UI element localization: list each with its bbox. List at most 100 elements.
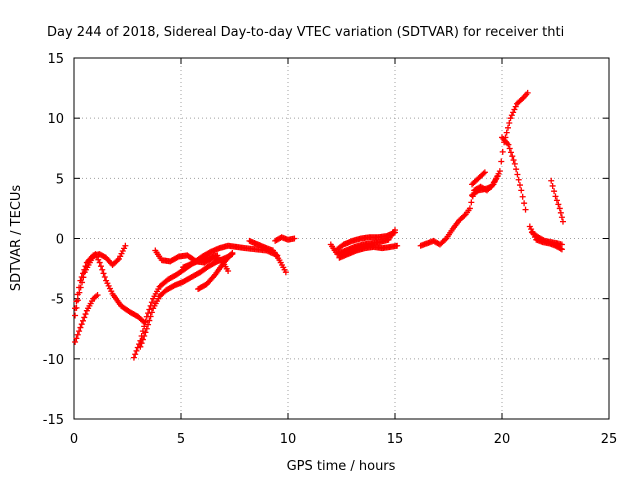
data-point: [555, 201, 562, 208]
data-point: [553, 197, 560, 204]
data-point: [77, 324, 84, 331]
data-point: [96, 259, 103, 266]
x-tick-label: 25: [601, 432, 618, 447]
data-point: [549, 182, 556, 189]
data-point: [80, 274, 87, 281]
data-point: [511, 106, 518, 113]
x-tick-label: 0: [70, 432, 78, 447]
data-point: [74, 331, 81, 338]
data-point: [78, 321, 85, 328]
data-point: [512, 103, 519, 110]
series-track-20: [548, 177, 566, 225]
data-point: [148, 309, 155, 316]
x-tick-label: 20: [494, 432, 511, 447]
data-point: [145, 321, 152, 328]
y-tick-label: 5: [56, 172, 64, 187]
data-point: [97, 263, 104, 270]
data-point: [494, 172, 501, 179]
x-tick-label: 15: [387, 432, 404, 447]
series-track-16: [469, 169, 488, 188]
data-point: [524, 89, 531, 96]
data-point: [94, 292, 101, 299]
data-point: [496, 168, 503, 175]
data-point: [519, 193, 526, 200]
data-point: [559, 218, 566, 225]
data-point: [392, 229, 398, 236]
data-point: [73, 335, 80, 342]
series-track-13: [334, 229, 398, 253]
data-point: [122, 242, 129, 249]
data-point: [551, 188, 558, 195]
series-track-10: [272, 234, 298, 244]
series-track-8: [195, 249, 236, 293]
data-point: [515, 176, 522, 183]
series-track-2: [72, 251, 148, 326]
data-points: [72, 89, 566, 361]
data-point: [225, 267, 232, 274]
data-point: [506, 145, 513, 152]
y-axis-label: SDTVAR / TECUs: [9, 185, 24, 292]
data-point: [558, 214, 565, 221]
y-tick-label: -5: [51, 293, 64, 308]
y-tick-label: 15: [47, 52, 64, 67]
data-point: [514, 171, 521, 178]
data-point: [137, 343, 144, 350]
y-tick-label: 10: [47, 112, 64, 127]
data-point: [518, 187, 525, 194]
data-point: [513, 166, 520, 173]
data-point: [229, 249, 236, 256]
data-point: [522, 206, 529, 213]
data-point: [481, 169, 488, 176]
data-point: [138, 340, 145, 347]
data-point: [552, 193, 559, 200]
data-point: [141, 332, 148, 339]
data-point: [557, 209, 564, 216]
data-point: [282, 269, 289, 276]
series-track-19: [528, 229, 565, 248]
data-point: [73, 304, 80, 311]
data-point: [100, 270, 107, 277]
data-point: [442, 236, 449, 243]
y-tick-label: 0: [56, 233, 64, 248]
series-track-15: [469, 172, 501, 199]
data-point: [466, 205, 473, 212]
data-point: [79, 279, 86, 286]
x-tick-label: 10: [280, 432, 297, 447]
chart-title: Day 244 of 2018, Sidereal Day-to-day VTE…: [47, 25, 564, 40]
data-point: [72, 312, 79, 319]
data-point: [509, 153, 516, 160]
data-point: [558, 241, 565, 248]
data-point: [114, 257, 121, 264]
data-point: [516, 182, 523, 189]
data-point: [133, 347, 140, 354]
series-track-17: [499, 134, 529, 213]
series-track-7: [180, 252, 221, 271]
data-point: [499, 148, 506, 155]
data-point: [461, 212, 468, 219]
data-point: [507, 149, 514, 156]
data-point: [147, 313, 154, 320]
data-point: [132, 351, 139, 358]
data-point: [510, 109, 517, 116]
data-point: [503, 129, 510, 136]
data-point: [548, 177, 555, 184]
data-point: [81, 314, 88, 321]
data-point: [130, 354, 137, 361]
y-tick-label: -15: [43, 413, 64, 428]
data-point: [145, 310, 152, 317]
y-tick-label: -10: [43, 353, 64, 368]
data-point: [101, 274, 108, 281]
data-point: [511, 160, 518, 167]
data-point: [74, 297, 81, 304]
data-point: [142, 318, 149, 325]
data-point: [72, 338, 79, 345]
x-tick-label: 5: [177, 432, 185, 447]
data-point: [519, 95, 526, 102]
data-point: [77, 284, 84, 291]
data-point: [480, 170, 487, 177]
data-point: [99, 266, 106, 273]
data-point: [291, 235, 298, 242]
data-point: [504, 124, 511, 131]
data-point: [79, 317, 86, 324]
